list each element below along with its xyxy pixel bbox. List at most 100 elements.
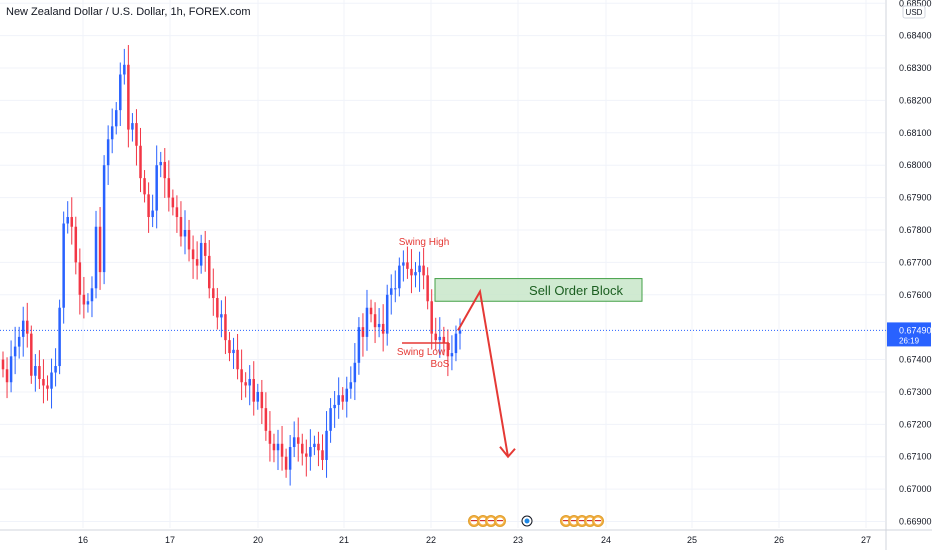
flag-us-icon-stripe [488, 520, 494, 522]
candle-body [260, 391, 264, 409]
candle-body [26, 320, 29, 334]
candle-body [418, 265, 421, 273]
candle-body [240, 369, 243, 383]
candle-body [155, 165, 158, 211]
candle-body [329, 408, 332, 431]
candle-body [381, 323, 385, 334]
candle-body [361, 327, 365, 337]
candle-body [203, 242, 207, 256]
candle-body [244, 382, 247, 386]
candle-body [458, 330, 462, 334]
candle-body [268, 430, 272, 444]
candle-body [5, 369, 9, 383]
price-tick-label: 0.68500 [899, 0, 932, 8]
candle-body [9, 356, 13, 383]
time-tick-label: 20 [253, 535, 263, 545]
candle-body [252, 378, 255, 402]
candle-body [78, 262, 82, 295]
candle-body [369, 307, 373, 315]
price-tick-label: 0.67000 [899, 484, 932, 494]
candle-body [422, 265, 425, 276]
candle-body [377, 323, 381, 328]
candle-body [333, 404, 336, 409]
candle-body [450, 353, 454, 357]
candle-body [280, 443, 284, 457]
currency-label: USD [906, 8, 923, 17]
candle-body [402, 262, 405, 266]
candle-body [30, 333, 33, 376]
candle-body [171, 197, 175, 208]
candle-body [135, 123, 138, 146]
candle-body [373, 314, 377, 328]
candle-body [110, 126, 114, 140]
flag-us-icon-stripe [471, 520, 477, 522]
candle-body [414, 272, 417, 276]
candle-body [46, 385, 49, 389]
price-tick-label: 0.67800 [899, 225, 932, 235]
candle-body [90, 288, 94, 302]
candle-body [114, 110, 118, 127]
time-tick-label: 25 [687, 535, 697, 545]
time-tick-label: 16 [78, 535, 88, 545]
candle-body [442, 336, 446, 344]
candle-body [301, 443, 304, 454]
candle-body [139, 145, 142, 179]
candle-body [426, 275, 429, 302]
candle-body [313, 443, 316, 448]
candle-body [248, 378, 251, 386]
candle-body [34, 366, 37, 376]
candle-body [179, 217, 183, 237]
price-tick-label: 0.67900 [899, 193, 932, 203]
projection-arrow[interactable] [457, 288, 509, 457]
price-tick-label: 0.68300 [899, 63, 932, 73]
candle-body [212, 288, 215, 299]
candle-body [296, 437, 300, 444]
candle-body [276, 443, 280, 451]
candle-body [264, 408, 268, 431]
candle-body [147, 194, 150, 218]
currency-badge[interactable] [902, 5, 926, 19]
flag-us-icon-stripe [480, 520, 486, 522]
price-tick-label: 0.68100 [899, 128, 932, 138]
sell-order-block-zone[interactable] [434, 278, 643, 302]
candle-body [42, 378, 45, 386]
flag-us-icon-stripe [563, 520, 569, 522]
price-tick-label: 0.67200 [899, 419, 932, 429]
sell-order-block-label: Sell Order Block [529, 283, 623, 298]
candle-body [357, 327, 361, 363]
candle-body [224, 314, 227, 341]
time-tick-label: 24 [601, 535, 611, 545]
candle-body [1, 359, 5, 370]
candle-body [430, 301, 433, 334]
candle-body [292, 437, 296, 448]
price-tick-label: 0.66900 [899, 517, 932, 527]
time-tick-label: 17 [165, 535, 175, 545]
candle-body [175, 207, 179, 218]
candle-body [195, 259, 199, 266]
candle-body [86, 301, 90, 305]
candle-body [167, 178, 171, 198]
time-tick-label: 26 [774, 535, 784, 545]
candle-body [17, 336, 21, 347]
candle-body [191, 249, 195, 260]
candle-body [410, 268, 413, 276]
candle-body [216, 298, 219, 318]
candle-body [309, 447, 312, 457]
flag-us-icon-stripe [571, 520, 577, 522]
price-tick-label: 0.67600 [899, 290, 932, 300]
candle-body [21, 320, 25, 337]
time-tick-label: 22 [426, 535, 436, 545]
candle-body [123, 64, 126, 75]
swing-high-label: Swing High [399, 237, 450, 248]
projection-arrowhead [499, 446, 516, 459]
candle-body [325, 430, 328, 460]
candle-body [98, 226, 102, 273]
candle-body [106, 139, 110, 166]
candle-body [434, 333, 437, 341]
candle-body [389, 288, 393, 295]
candle-body [406, 262, 409, 269]
bos-label: BoS [431, 359, 450, 370]
candle-body [337, 395, 340, 405]
